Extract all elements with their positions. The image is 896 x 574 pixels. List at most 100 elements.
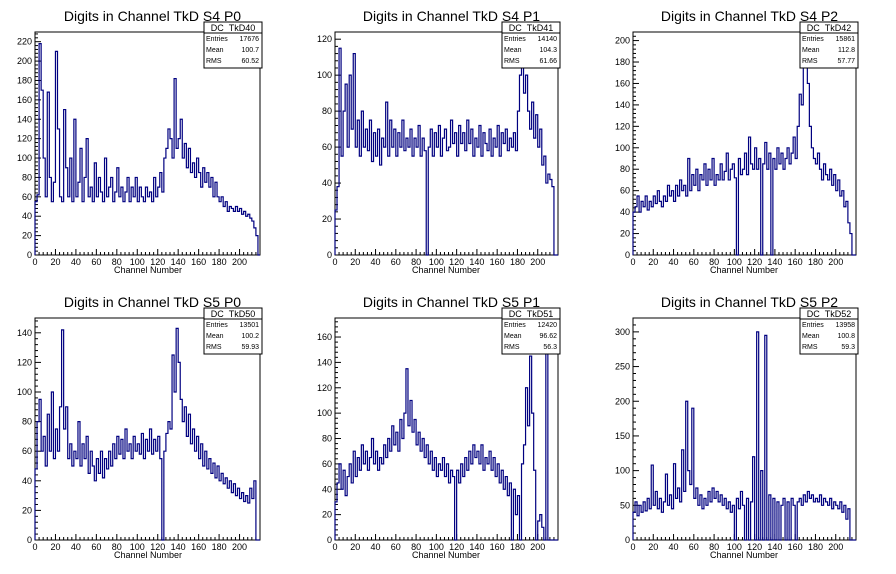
stats-row-value: 17676 — [240, 36, 260, 43]
stats-row-label: Mean — [802, 47, 820, 54]
x-tick-label: 20 — [648, 542, 658, 552]
stats-box-name: DC_TkD50 — [211, 309, 256, 319]
y-tick-label: 40 — [322, 484, 332, 494]
y-tick-label: 100 — [17, 153, 32, 163]
x-tick-label: 160 — [490, 542, 505, 552]
x-tick-label: 180 — [212, 542, 227, 552]
histogram-line — [632, 39, 856, 256]
stats-row-label: RMS — [504, 344, 520, 351]
x-tick-label: 20 — [50, 542, 60, 552]
y-tick-label: 100 — [317, 70, 332, 80]
stats-row-value: 59.93 — [241, 344, 259, 351]
x-tick-label: 200 — [530, 542, 545, 552]
x-tick-label: 60 — [91, 542, 101, 552]
y-tick-label: 20 — [322, 214, 332, 224]
y-tick-label: 60 — [322, 142, 332, 152]
x-tick-label: 60 — [391, 542, 401, 552]
stats-row-value: 112.8 — [838, 47, 855, 54]
histogram-line — [34, 327, 260, 541]
chart-panel-0: Digits in Channel TkD S4 P0 0 20 40 60 80 100 1… — [17, 8, 263, 275]
y-tick-label: 40 — [322, 178, 332, 188]
x-tick-label: 120 — [449, 542, 464, 552]
stats-row-label: RMS — [206, 344, 222, 351]
y-tick-label: 40 — [22, 211, 32, 221]
stats-row-label: Entries — [504, 36, 526, 43]
stats-box-name: DC_TkD40 — [211, 23, 256, 33]
y-tick-label: 200 — [17, 56, 32, 66]
stats-row-value: 15861 — [836, 36, 856, 43]
stats-row-value: 61.66 — [539, 58, 557, 65]
stats-row-label: Entries — [802, 36, 824, 43]
y-tick-label: 300 — [615, 327, 630, 337]
y-tick-label: 200 — [615, 396, 630, 406]
stats-row-value: 13958 — [836, 322, 856, 329]
y-tick-label: 120 — [615, 121, 630, 131]
y-tick-label: 80 — [322, 106, 332, 116]
stats-box — [501, 21, 561, 69]
x-tick-label: 0 — [32, 542, 37, 552]
x-tick-label: 0 — [332, 257, 337, 267]
x-tick-label: 40 — [71, 542, 81, 552]
stats-row-value: 59.3 — [841, 344, 855, 351]
x-tick-label: 200 — [232, 257, 247, 267]
x-tick-label: 120 — [747, 257, 762, 267]
stats-row-label: RMS — [206, 58, 222, 65]
x-tick-label: 100 — [130, 542, 145, 552]
chart-title: Digits in Channel TkD S4 P0 — [64, 8, 241, 24]
x-axis-label: Channel Number — [114, 550, 182, 560]
y-tick-label: 140 — [17, 114, 32, 124]
y-tick-label: 100 — [615, 143, 630, 153]
stats-row-label: Mean — [504, 333, 522, 340]
x-tick-label: 80 — [112, 257, 122, 267]
x-tick-label: 100 — [429, 257, 444, 267]
y-tick-label: 20 — [22, 505, 32, 515]
x-tick-label: 180 — [212, 257, 227, 267]
x-axis-label: Channel Number — [412, 265, 480, 275]
x-tick-label: 60 — [689, 257, 699, 267]
stats-row-value: 56.3 — [543, 344, 557, 351]
y-tick-label: 160 — [615, 78, 630, 88]
x-tick-label: 200 — [232, 542, 247, 552]
y-tick-label: 250 — [615, 362, 630, 372]
x-tick-label: 40 — [669, 257, 679, 267]
chart-panel-5: Digits in Channel TkD S5 P2 0 20 40 60 80 100 1… — [615, 294, 859, 560]
stats-row-value: 14140 — [538, 36, 558, 43]
x-tick-label: 60 — [689, 542, 699, 552]
y-tick-label: 0 — [27, 250, 32, 260]
y-tick-label: 60 — [620, 186, 630, 196]
x-tick-label: 180 — [510, 542, 525, 552]
x-axis-label: Channel Number — [412, 550, 480, 560]
stats-row-label: Entries — [206, 322, 228, 329]
y-tick-label: 100 — [317, 408, 332, 418]
y-tick-label: 80 — [322, 434, 332, 444]
y-tick-label: 100 — [17, 387, 32, 397]
x-tick-label: 80 — [411, 542, 421, 552]
x-tick-label: 200 — [828, 542, 843, 552]
x-tick-label: 20 — [648, 257, 658, 267]
y-tick-label: 140 — [17, 328, 32, 338]
stats-box — [203, 21, 263, 69]
x-tick-label: 60 — [91, 257, 101, 267]
y-tick-label: 0 — [327, 535, 332, 545]
x-tick-label: 40 — [371, 542, 381, 552]
x-tick-label: 140 — [171, 542, 186, 552]
y-tick-label: 0 — [27, 535, 32, 545]
y-tick-label: 160 — [17, 95, 32, 105]
y-tick-label: 80 — [620, 164, 630, 174]
x-tick-label: 100 — [727, 542, 742, 552]
stats-box — [799, 307, 859, 355]
plot-frame — [334, 317, 559, 541]
x-tick-label: 140 — [469, 542, 484, 552]
x-tick-label: 120 — [150, 542, 165, 552]
y-tick-label: 180 — [615, 57, 630, 67]
y-tick-label: 60 — [322, 459, 332, 469]
stats-row-value: 60.52 — [241, 58, 259, 65]
plot-frame — [34, 317, 261, 541]
stats-row-value: 100.7 — [241, 47, 259, 54]
y-tick-label: 50 — [620, 500, 630, 510]
chart-panel-4: Digits in Channel TkD S5 P1 0 20 40 60 80 100 1… — [317, 294, 561, 560]
stats-row-value: 57.77 — [837, 58, 855, 65]
x-tick-label: 20 — [350, 542, 360, 552]
histogram-line — [34, 43, 260, 256]
